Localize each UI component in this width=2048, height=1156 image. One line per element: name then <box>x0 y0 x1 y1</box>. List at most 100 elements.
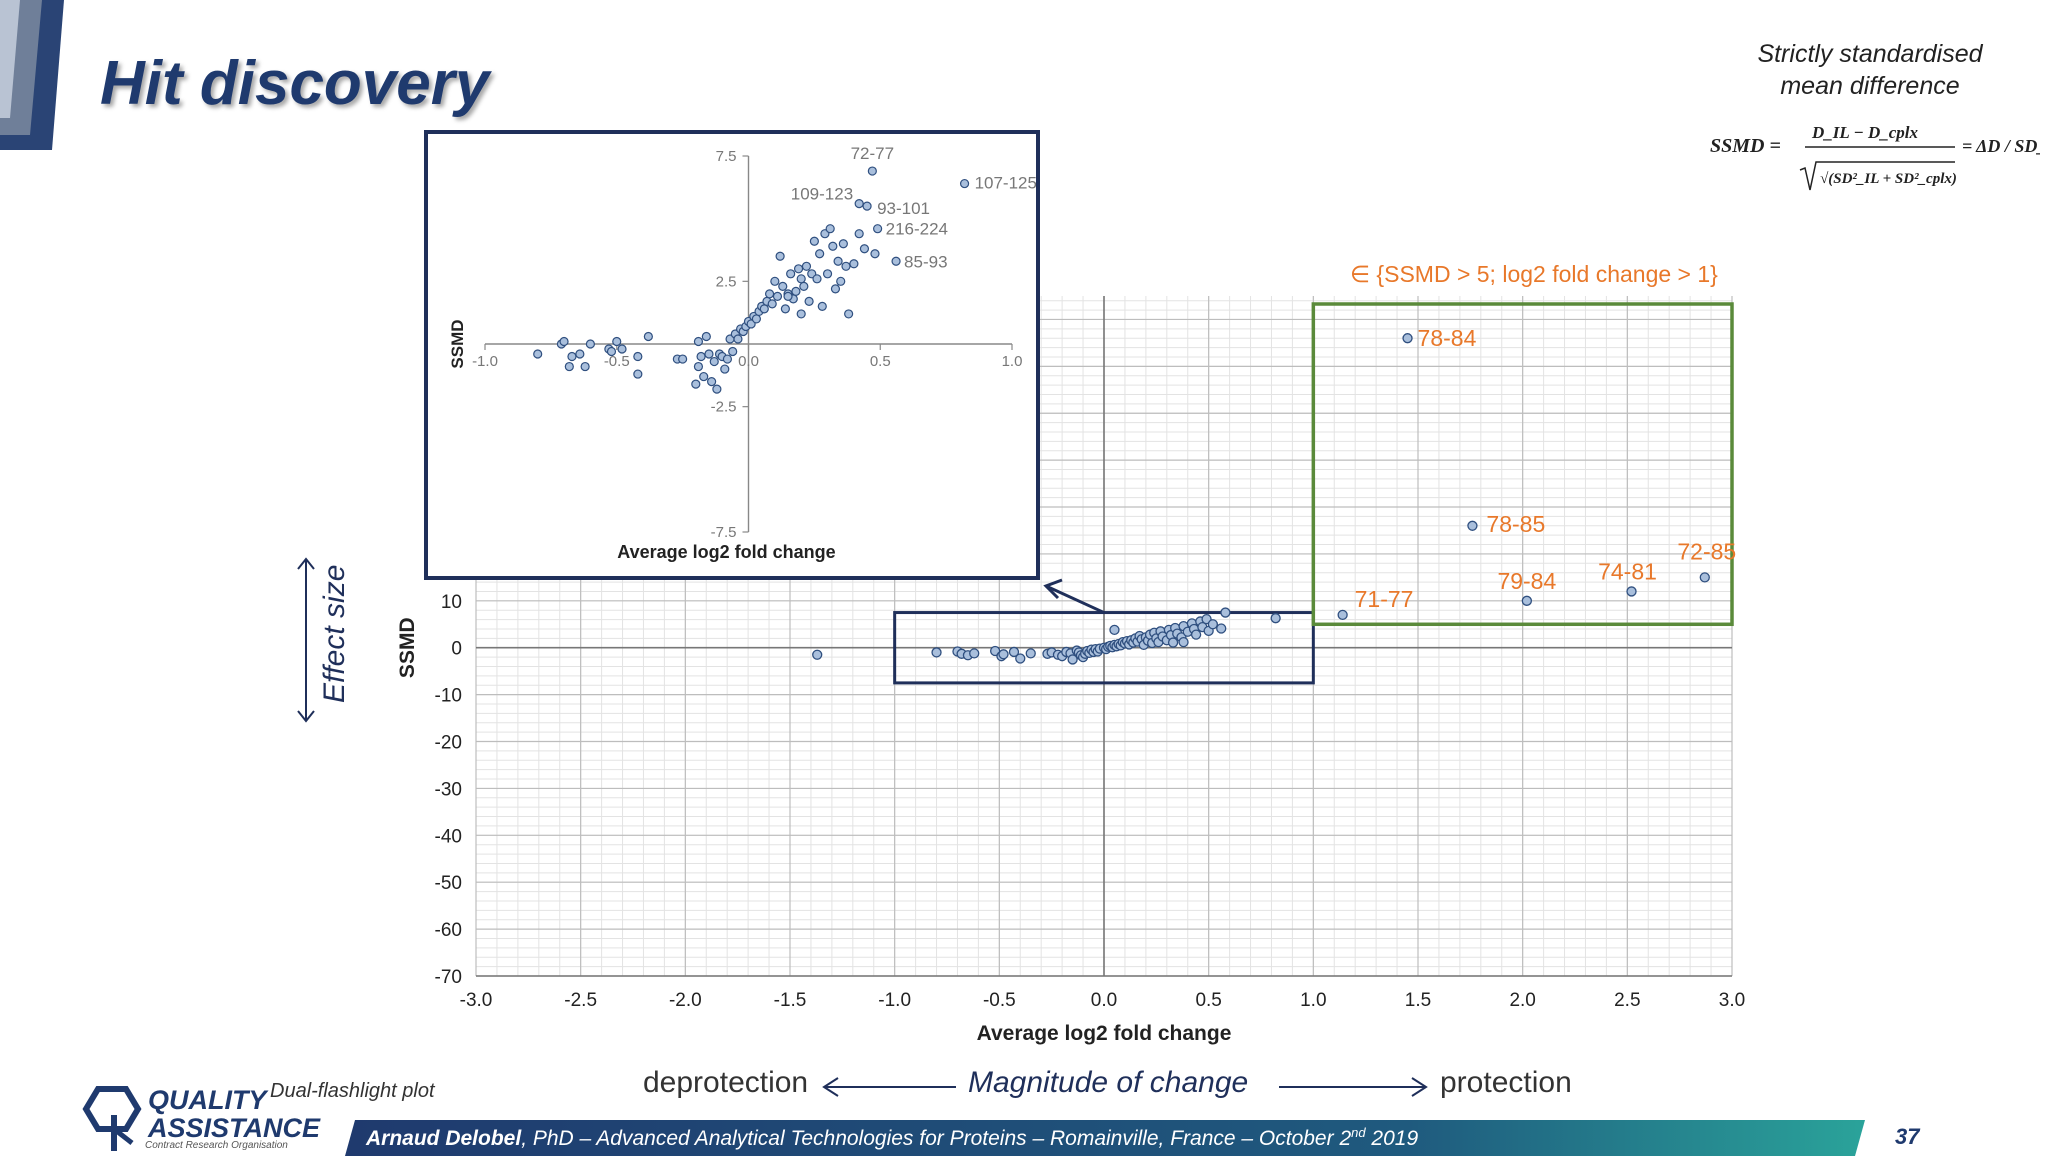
labeled-data-point <box>873 224 883 234</box>
data-point <box>833 256 843 266</box>
data-point <box>825 224 835 234</box>
ssmd-definition-line-1: Strictly standardised <box>1757 40 1983 68</box>
data-point <box>559 336 569 347</box>
data-point <box>812 274 822 284</box>
inset-point-label: 85-93 <box>904 252 947 271</box>
main-y-tick-label: -60 <box>435 920 462 941</box>
hit-region-box <box>1311 302 1734 627</box>
main-x-tick-label: -1.5 <box>774 990 807 1011</box>
data-point <box>704 349 714 359</box>
data-point <box>791 286 801 296</box>
data-point <box>841 261 851 271</box>
effect-size-annotation: Effect size <box>297 555 351 725</box>
ssmd-formula: SSMD = D_IL − D_cplx √(SD²_IL + SD²_cplx… <box>1710 123 2040 191</box>
data-point <box>1178 636 1189 648</box>
hit-data-point <box>1521 595 1533 606</box>
inset-point-label: 72-77 <box>851 144 894 163</box>
data-point <box>817 301 827 311</box>
hit-point-label: 78-85 <box>1486 511 1545 537</box>
data-point <box>849 259 859 269</box>
data-point <box>1025 648 1036 659</box>
data-point <box>778 281 788 291</box>
main-x-tick-label: -1.0 <box>878 990 911 1011</box>
data-point <box>575 349 585 359</box>
inset-data-points <box>533 224 880 394</box>
inset-point-label: 93-101 <box>877 199 930 218</box>
data-point <box>612 336 622 347</box>
inset-x-tick-label: 0.0 <box>738 353 759 370</box>
data-point <box>633 351 643 362</box>
labeled-data-point <box>854 199 864 209</box>
vertical-double-arrow-icon <box>297 557 315 723</box>
page-number: 37 <box>1895 1124 1920 1149</box>
data-point <box>1067 654 1078 665</box>
footer-band <box>345 1120 1865 1156</box>
data-point <box>707 377 717 387</box>
data-point <box>804 296 814 306</box>
data-point <box>1109 624 1120 636</box>
data-point <box>838 239 848 249</box>
data-point <box>801 261 812 271</box>
data-point <box>751 314 762 324</box>
main-y-axis-title: SSMD <box>396 617 419 678</box>
data-point <box>796 274 806 284</box>
main-x-axis-title: Average log2 fold change <box>977 1022 1232 1045</box>
labeled-data-point <box>891 256 901 266</box>
data-point <box>693 361 704 372</box>
main-x-tick-label: 2.0 <box>1509 990 1535 1011</box>
main-x-tick-label: -0.5 <box>983 990 1016 1011</box>
main-x-tick-label: 0.5 <box>1195 990 1221 1011</box>
corner-decoration <box>0 0 64 150</box>
data-point <box>854 229 864 239</box>
effect-size-label: Effect size <box>318 564 351 703</box>
footer-text: Arnaud Delobel, PhD – Advanced Analytica… <box>366 1125 1418 1151</box>
data-point <box>870 249 880 259</box>
logo-line-2: ASSISTANCE <box>148 1113 321 1143</box>
inset-x-tick-label: -0.5 <box>604 353 630 370</box>
main-y-tick-label: -40 <box>435 826 462 847</box>
hit-point-label: 71-77 <box>1355 586 1414 612</box>
zoom-connector-arrow-icon <box>1045 584 1105 614</box>
hit-criterion-label: ∈ {SSMD > 5; log2 fold change > 1} <box>1350 261 1718 287</box>
inset-y-tick-label: 7.5 <box>716 148 737 165</box>
data-point <box>859 244 870 254</box>
data-point <box>1207 619 1219 630</box>
inset-panel: -1.0 -0.5 0.0 0.5 1.0 7.5 2.5 -2.5 -7.5 Average l… <box>424 130 1040 580</box>
inset-point-label: 109-123 <box>791 185 853 204</box>
data-point <box>1220 607 1231 618</box>
main-y-tick-label: 0 <box>451 639 462 660</box>
main-x-tick-label: 2.5 <box>1614 990 1640 1011</box>
data-point <box>722 354 733 364</box>
formula-numerator: D_IL − D_cplx <box>1811 123 1918 142</box>
data-point <box>793 264 804 274</box>
hit-data-point <box>1337 609 1348 621</box>
data-point <box>712 384 722 394</box>
data-point <box>533 349 543 359</box>
data-point <box>770 276 780 286</box>
data-point <box>606 346 617 357</box>
logo-tagline: Contract Research Organisation <box>145 1140 288 1151</box>
data-point <box>775 251 785 261</box>
inset-y-tick-label: 2.5 <box>716 273 737 290</box>
hit-point-label: 78-84 <box>1418 325 1477 351</box>
data-point <box>1015 653 1026 664</box>
inset-point-label: 107-125 <box>975 174 1036 193</box>
inset-y-axis-title: SSMD <box>448 319 467 368</box>
hit-point-label: 74-81 <box>1598 558 1657 584</box>
data-point <box>733 334 743 344</box>
data-point <box>830 284 841 294</box>
main-y-tick-label: -10 <box>435 686 462 707</box>
labeled-data-point <box>867 166 877 176</box>
formula-denominator: √(SD²_IL + SD²_cplx) <box>1820 171 1957 187</box>
formula-lhs: SSMD = <box>1710 135 1781 157</box>
data-point <box>780 304 790 314</box>
inset-x-tick-label: 1.0 <box>1002 353 1023 370</box>
data-point <box>799 281 809 291</box>
main-x-tick-label: -2.0 <box>669 990 702 1011</box>
data-point <box>1216 623 1227 634</box>
main-x-tick-label: -2.5 <box>564 990 597 1011</box>
data-point <box>567 351 577 362</box>
data-point <box>696 351 706 362</box>
main-y-tick-label: -20 <box>435 733 462 754</box>
hit-data-point <box>1626 586 1637 597</box>
